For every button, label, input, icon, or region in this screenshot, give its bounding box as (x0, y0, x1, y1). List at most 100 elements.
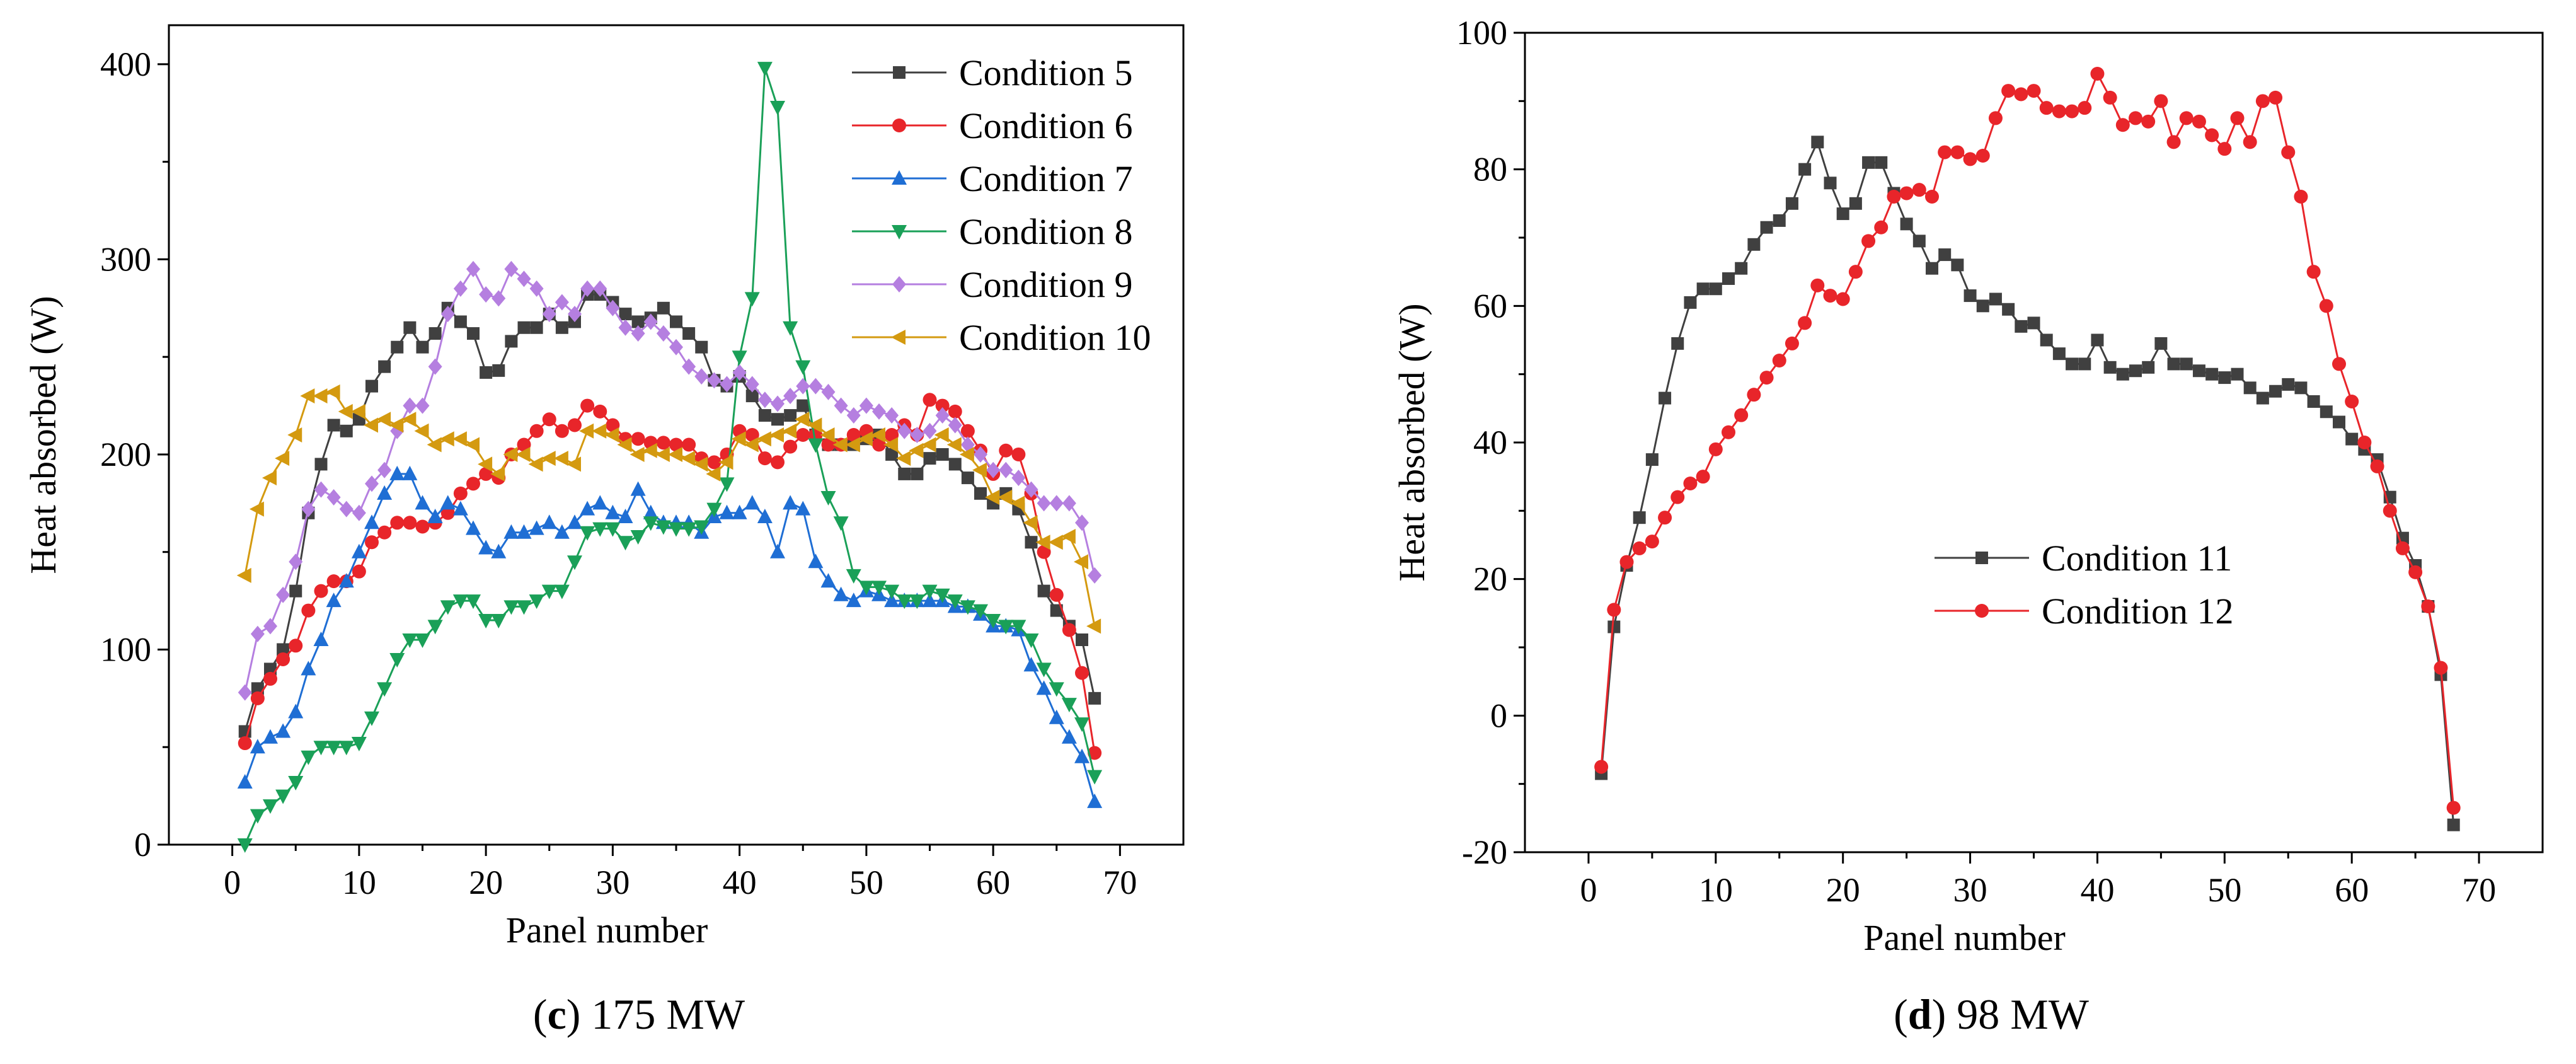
data-point (2319, 299, 2333, 313)
data-point (745, 376, 759, 393)
data-point (885, 428, 899, 442)
data-point (389, 652, 405, 668)
data-point (530, 321, 543, 334)
data-point (479, 286, 493, 303)
x-tick-label: 30 (595, 864, 630, 901)
data-point (1938, 145, 1952, 159)
data-point (301, 500, 316, 518)
data-point (250, 739, 265, 754)
data-point (1061, 528, 1076, 544)
data-point (2332, 357, 2346, 371)
data-point (453, 280, 468, 297)
data-point (1875, 156, 1888, 169)
data-point (770, 101, 785, 115)
data-point (529, 594, 544, 610)
data-point (466, 477, 480, 491)
data-point (1735, 262, 1748, 275)
data-point (1023, 633, 1039, 648)
data-point (1823, 289, 1837, 303)
data-point (1061, 729, 1077, 744)
data-point (744, 292, 760, 307)
data-point (821, 383, 836, 400)
data-point (706, 502, 722, 518)
data-point (541, 514, 557, 529)
legend-entry: Condition 7 (852, 158, 1133, 199)
x-tick-label: 60 (976, 864, 1010, 901)
data-point (834, 397, 848, 414)
legend-label: Condition 6 (959, 105, 1133, 146)
data-point (732, 350, 747, 366)
data-point (416, 340, 429, 354)
data-point (619, 308, 632, 321)
data-point (1925, 190, 1939, 204)
data-point (1836, 207, 1849, 221)
data-point (1861, 234, 1876, 248)
data-point (2370, 459, 2384, 473)
data-point (529, 520, 544, 535)
data-point (885, 407, 899, 424)
data-point (1912, 234, 1926, 248)
data-point (695, 340, 708, 354)
data-point (326, 741, 342, 756)
data-point (935, 398, 950, 413)
data-point (1722, 272, 1735, 285)
data-point (275, 789, 291, 804)
series-condition-8 (237, 62, 1103, 853)
caption-c: (c) 175 MW (533, 990, 745, 1038)
legend-entry: Condition 10 (852, 317, 1151, 358)
data-point (377, 461, 392, 478)
data-point (707, 372, 722, 389)
legend-label: Condition 12 (2042, 591, 2234, 632)
series-line (1600, 141, 2455, 825)
data-point (287, 427, 302, 442)
data-point (452, 500, 468, 516)
data-point (492, 290, 506, 307)
data-point (2065, 104, 2079, 119)
legend-entry: Condition 9 (852, 264, 1133, 305)
data-point (365, 379, 378, 393)
data-point (568, 306, 582, 323)
data-point (1087, 770, 1103, 785)
data-point (2129, 111, 2142, 125)
data-point (1087, 793, 1103, 808)
data-point (923, 422, 937, 439)
data-point (630, 481, 646, 496)
data-point (1619, 555, 1634, 569)
data-point (352, 564, 366, 579)
data-point (871, 427, 885, 442)
data-point (719, 477, 735, 492)
data-point (529, 424, 544, 438)
data-point (580, 526, 595, 541)
data-point (402, 465, 418, 480)
data-point (1075, 666, 1089, 680)
data-point (1074, 748, 1090, 763)
data-point (2154, 337, 2168, 350)
data-point (795, 360, 811, 375)
data-point (1074, 554, 1088, 570)
data-point (1810, 278, 1825, 292)
data-point (568, 418, 582, 432)
data-point (2129, 364, 2142, 378)
data-point (376, 412, 391, 427)
data-point (1963, 152, 1977, 166)
data-point (263, 729, 278, 744)
data-point (617, 437, 632, 453)
data-point (504, 260, 519, 277)
data-point (986, 614, 1001, 629)
data-point (428, 358, 442, 375)
data-point (542, 306, 556, 323)
x-tick-label: 70 (2462, 871, 2496, 909)
data-point (542, 412, 556, 427)
x-tick-label: 30 (1953, 871, 1987, 909)
data-point (1950, 145, 1965, 159)
data-point (631, 315, 645, 328)
data-point (1811, 136, 1824, 149)
data-point (922, 593, 938, 608)
data-point (288, 703, 304, 719)
data-point (1670, 490, 1685, 504)
data-point (795, 500, 811, 516)
data-point (2434, 661, 2448, 675)
data-point (454, 315, 467, 328)
legend-marker (1975, 552, 1988, 564)
data-point (377, 485, 393, 500)
